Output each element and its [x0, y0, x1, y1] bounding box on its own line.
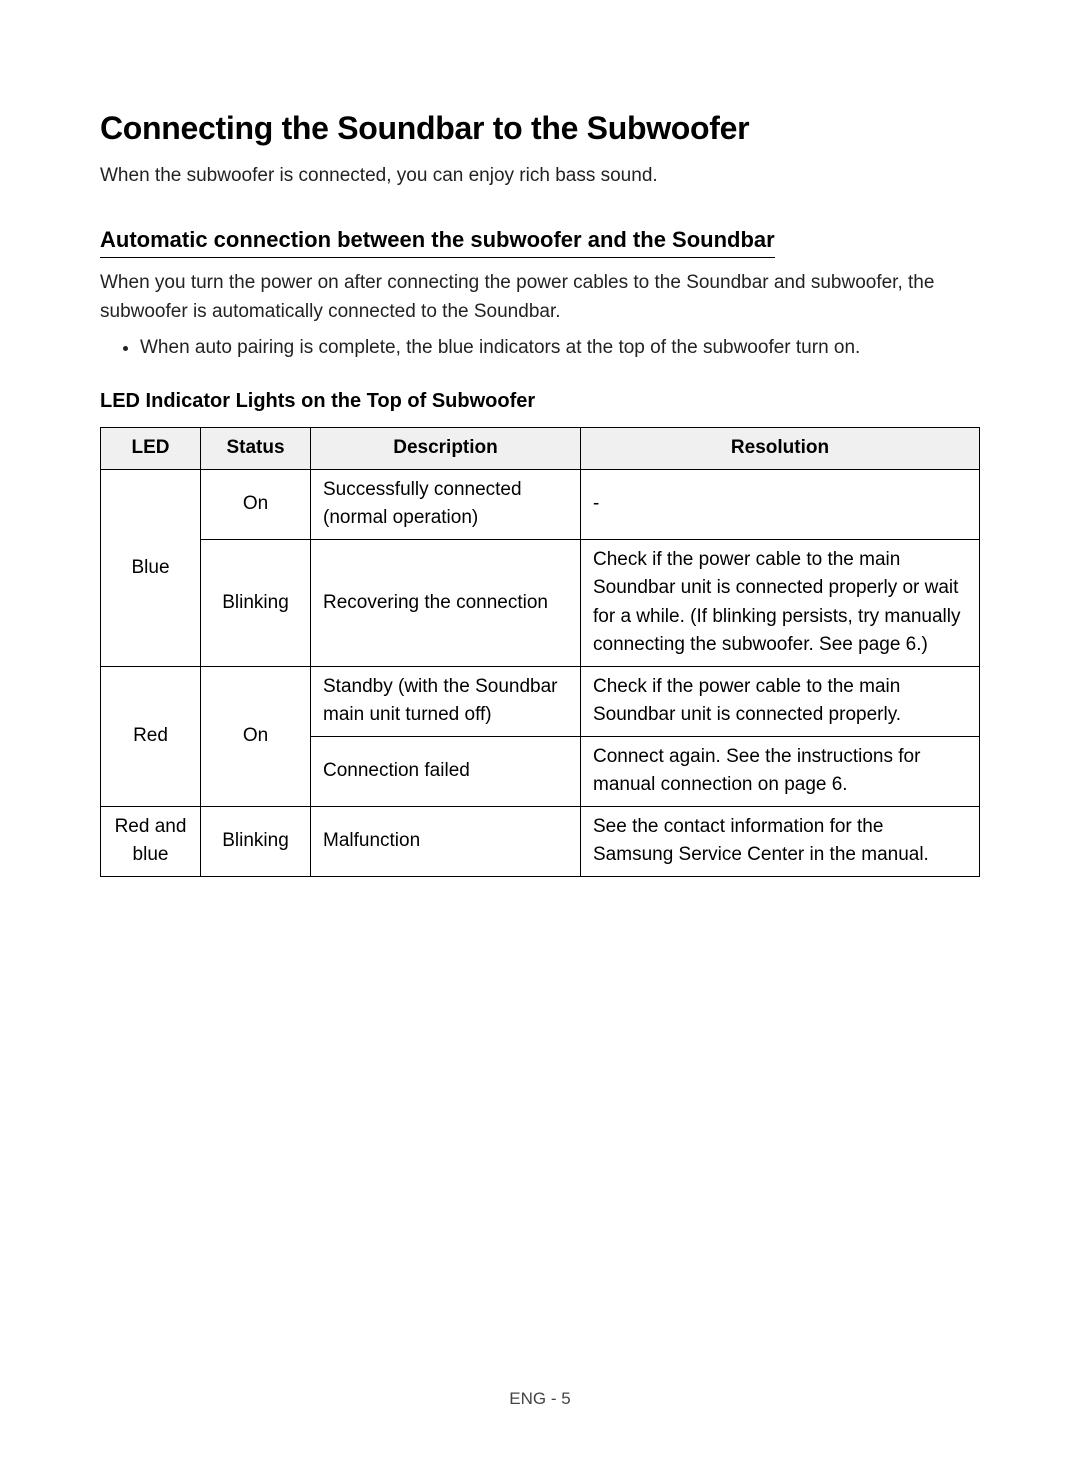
- col-header-desc: Description: [311, 428, 581, 470]
- led-indicator-table: LED Status Description Resolution Blue O…: [100, 427, 980, 877]
- table-row: Red and blue Blinking Malfunction See th…: [101, 806, 980, 876]
- page-title: Connecting the Soundbar to the Subwoofer: [100, 110, 980, 147]
- bullet-item: When auto pairing is complete, the blue …: [140, 333, 980, 362]
- cell-res: Check if the power cable to the main Sou…: [581, 539, 980, 666]
- section-body: When you turn the power on after connect…: [100, 268, 980, 327]
- cell-desc: Standby (with the Soundbar main unit tur…: [311, 666, 581, 736]
- cell-led: Blue: [101, 469, 201, 666]
- cell-res: See the contact information for the Sams…: [581, 806, 980, 876]
- cell-led: Red and blue: [101, 806, 201, 876]
- cell-desc: Successfully connected (normal operation…: [311, 469, 581, 539]
- cell-status: Blinking: [201, 539, 311, 666]
- cell-res: -: [581, 469, 980, 539]
- cell-status: On: [201, 666, 311, 806]
- section-heading: Automatic connection between the subwoof…: [100, 227, 775, 258]
- table-row: Blue On Successfully connected (normal o…: [101, 469, 980, 539]
- table-row: Blinking Recovering the connection Check…: [101, 539, 980, 666]
- col-header-res: Resolution: [581, 428, 980, 470]
- cell-res: Check if the power cable to the main Sou…: [581, 666, 980, 736]
- cell-status: On: [201, 469, 311, 539]
- cell-res: Connect again. See the instructions for …: [581, 736, 980, 806]
- cell-desc: Malfunction: [311, 806, 581, 876]
- table-header-row: LED Status Description Resolution: [101, 428, 980, 470]
- page-footer: ENG - 5: [0, 1389, 1080, 1409]
- cell-desc: Connection failed: [311, 736, 581, 806]
- cell-status: Blinking: [201, 806, 311, 876]
- col-header-status: Status: [201, 428, 311, 470]
- intro-text: When the subwoofer is connected, you can…: [100, 165, 980, 187]
- table-title: LED Indicator Lights on the Top of Subwo…: [100, 390, 980, 413]
- cell-led: Red: [101, 666, 201, 806]
- col-header-led: LED: [101, 428, 201, 470]
- cell-desc: Recovering the connection: [311, 539, 581, 666]
- table-row: Red On Standby (with the Soundbar main u…: [101, 666, 980, 736]
